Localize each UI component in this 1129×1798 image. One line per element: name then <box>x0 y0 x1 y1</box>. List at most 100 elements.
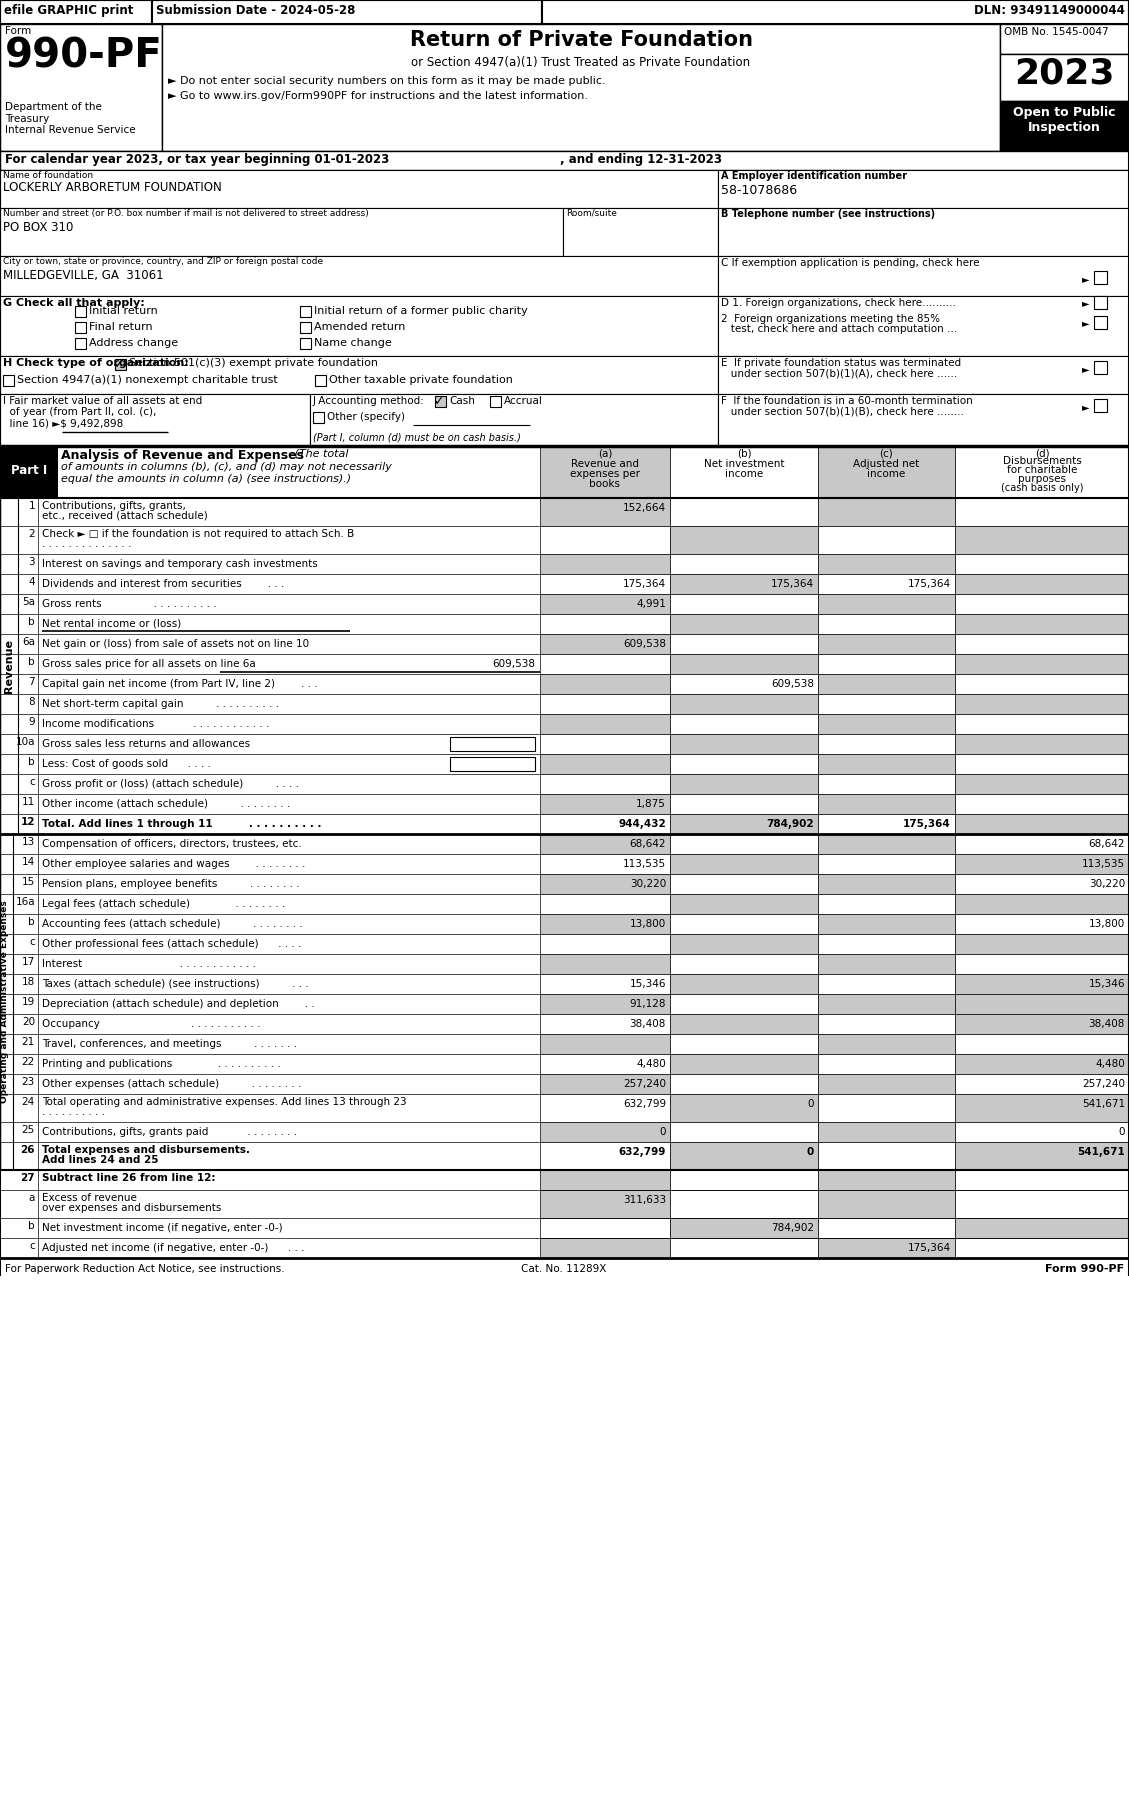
Bar <box>0 834 540 854</box>
Text: 0: 0 <box>807 1147 814 1156</box>
Bar <box>669 654 819 674</box>
Bar <box>0 1073 540 1093</box>
Text: test, check here and attach computation ...: test, check here and attach computation … <box>721 324 957 334</box>
Text: Add lines 24 and 25: Add lines 24 and 25 <box>42 1154 158 1165</box>
Bar <box>718 209 1129 255</box>
Text: purposes: purposes <box>1018 475 1066 484</box>
Bar <box>0 255 718 297</box>
Bar <box>955 874 1129 894</box>
Bar <box>819 714 955 734</box>
Bar <box>819 933 955 955</box>
Bar <box>669 446 819 498</box>
Bar <box>0 498 540 527</box>
Bar <box>669 773 819 795</box>
Bar <box>540 613 669 635</box>
Text: LOCKERLY ARBORETUM FOUNDATION: LOCKERLY ARBORETUM FOUNDATION <box>3 182 221 194</box>
Bar <box>955 814 1129 834</box>
Bar <box>0 894 540 913</box>
Bar <box>115 360 126 370</box>
Text: Analysis of Revenue and Expenses: Analysis of Revenue and Expenses <box>61 450 304 462</box>
Bar <box>0 554 540 574</box>
Bar <box>540 1217 669 1239</box>
Text: ✓: ✓ <box>113 358 123 370</box>
Bar <box>75 306 86 316</box>
Bar <box>540 574 669 593</box>
Bar <box>669 834 819 854</box>
Bar <box>819 574 955 593</box>
Text: 38,408: 38,408 <box>630 1019 666 1028</box>
Text: expenses per: expenses per <box>570 469 640 478</box>
Bar <box>540 753 669 773</box>
Bar <box>669 1014 819 1034</box>
Bar <box>819 773 955 795</box>
Text: Interest                              . . . . . . . . . . . .: Interest . . . . . . . . . . . . <box>42 958 256 969</box>
Bar <box>955 593 1129 613</box>
Text: OMB No. 1545-0047: OMB No. 1545-0047 <box>1004 27 1109 38</box>
Text: F  If the foundation is in a 60-month termination: F If the foundation is in a 60-month ter… <box>721 396 973 406</box>
Bar <box>75 338 86 349</box>
Bar <box>540 814 669 834</box>
Bar <box>540 1190 669 1217</box>
Bar <box>955 854 1129 874</box>
Bar <box>540 734 669 753</box>
Text: Total operating and administrative expenses. Add lines 13 through 23: Total operating and administrative expen… <box>42 1097 406 1108</box>
Bar <box>955 933 1129 955</box>
Text: Gross rents                . . . . . . . . . .: Gross rents . . . . . . . . . . <box>42 599 217 610</box>
Bar <box>0 209 563 255</box>
Bar <box>669 1034 819 1054</box>
Text: 175,364: 175,364 <box>908 579 951 590</box>
Bar <box>955 527 1129 554</box>
Text: Check ► □ if the foundation is not required to attach Sch. B: Check ► □ if the foundation is not requi… <box>42 529 355 539</box>
Text: 22: 22 <box>21 1057 35 1066</box>
Text: 4,480: 4,480 <box>1095 1059 1124 1070</box>
Bar <box>540 527 669 554</box>
Text: Accounting fees (attach schedule)          . . . . . . . .: Accounting fees (attach schedule) . . . … <box>42 919 303 930</box>
Text: Adjusted net income (if negative, enter -0-)      . . .: Adjusted net income (if negative, enter … <box>42 1242 305 1253</box>
Bar <box>819 1239 955 1259</box>
Bar <box>819 734 955 753</box>
Bar <box>540 1093 669 1122</box>
Text: 19: 19 <box>21 998 35 1007</box>
Text: 11: 11 <box>21 797 35 807</box>
Text: over expenses and disbursements: over expenses and disbursements <box>42 1203 221 1214</box>
Bar <box>310 394 718 446</box>
Text: b: b <box>28 656 35 667</box>
Text: 1,875: 1,875 <box>636 798 666 809</box>
Text: J Accounting method:: J Accounting method: <box>313 396 425 406</box>
Bar <box>819 814 955 834</box>
Bar <box>540 933 669 955</box>
Bar <box>955 446 1129 498</box>
Text: Total. Add lines 1 through 11          . . . . . . . . . .: Total. Add lines 1 through 11 . . . . . … <box>42 820 322 829</box>
Text: Disbursements: Disbursements <box>1003 457 1082 466</box>
Bar <box>540 1122 669 1142</box>
Bar <box>0 446 58 498</box>
Text: ►: ► <box>1082 363 1089 374</box>
Bar <box>819 635 955 654</box>
Bar <box>955 674 1129 694</box>
Bar <box>0 994 540 1014</box>
Bar <box>669 674 819 694</box>
Text: 20: 20 <box>21 1018 35 1027</box>
Bar <box>819 913 955 933</box>
Bar <box>0 171 718 209</box>
Text: 30,220: 30,220 <box>1088 879 1124 888</box>
Text: Accrual: Accrual <box>504 396 543 406</box>
Text: Revenue and: Revenue and <box>571 458 639 469</box>
Text: Other employee salaries and wages        . . . . . . . .: Other employee salaries and wages . . . … <box>42 859 305 868</box>
Text: Name change: Name change <box>314 338 392 349</box>
Bar <box>540 1014 669 1034</box>
Bar <box>669 1054 819 1073</box>
Text: efile GRAPHIC print: efile GRAPHIC print <box>5 4 133 16</box>
Text: Capital gain net income (from Part IV, line 2)        . . .: Capital gain net income (from Part IV, l… <box>42 680 317 689</box>
Bar <box>669 1093 819 1122</box>
Bar <box>669 613 819 635</box>
Bar <box>819 527 955 554</box>
Text: Taxes (attach schedule) (see instructions)          . . .: Taxes (attach schedule) (see instruction… <box>42 978 308 989</box>
Text: Cat. No. 11289X: Cat. No. 11289X <box>522 1264 606 1275</box>
Text: 4,991: 4,991 <box>636 599 666 610</box>
Bar <box>669 894 819 913</box>
Text: 257,240: 257,240 <box>1082 1079 1124 1090</box>
Bar <box>0 151 1129 171</box>
Bar <box>955 834 1129 854</box>
Bar <box>0 0 152 23</box>
